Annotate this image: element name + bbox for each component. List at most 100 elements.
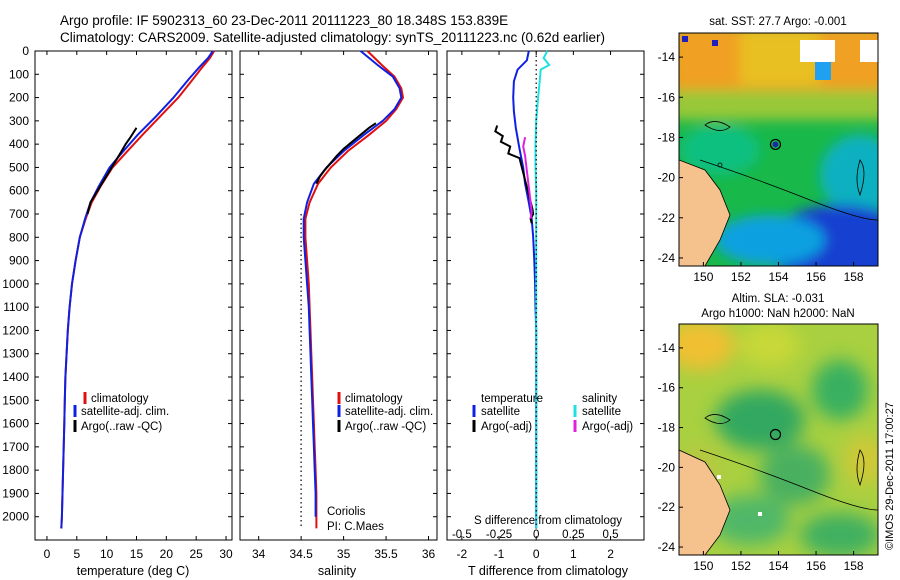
- sst-lon-tick-label: 158: [844, 270, 864, 284]
- diff-legend-t-argo-label: Argo(-adj): [481, 421, 532, 433]
- sla-lon-tick-label: 154: [768, 559, 788, 573]
- salinity-legend: climatology satellite-adj. clim. Argo(..…: [337, 392, 433, 433]
- difference-xtick-label: 1: [570, 547, 577, 561]
- sst-argo-position-marker: [769, 138, 782, 151]
- depth-tick-label: 1400: [2, 370, 29, 384]
- diff-legend-s-argo-label: Argo(-adj): [582, 421, 633, 433]
- sal-legend-argo-label: Argo(..raw -QC): [345, 421, 426, 433]
- depth-tick-label: 1800: [2, 463, 29, 477]
- depth-tick-label: 1100: [3, 300, 29, 314]
- data-centre-label: Coriolis: [327, 506, 366, 518]
- sal-legend-climatology-label: climatology: [345, 393, 403, 405]
- temperature-legend: climatology satellite-adj. clim. Argo(..…: [73, 392, 169, 433]
- temperature-series-1: [60, 50, 214, 529]
- temperature-xtick-label: 5: [73, 547, 80, 561]
- temperature-xtick-label: 10: [100, 547, 114, 561]
- difference-xtick-label: -2: [457, 547, 468, 561]
- sst-lon-tick-label: 150: [693, 270, 713, 284]
- difference-xtick-label: -1: [494, 547, 505, 561]
- diff-legend-salinity-title: salinity: [582, 393, 617, 405]
- sla-lat-tick-label: -24: [658, 540, 676, 554]
- temperature-xtick-label: 20: [160, 547, 174, 561]
- sla-lon-tick-label: 158: [844, 559, 864, 573]
- temperature-xtick-label: 15: [130, 547, 144, 561]
- depth-tick-label: 100: [9, 67, 29, 81]
- figure-title-line1: Argo profile: IF 5902313_60 23-Dec-2011 …: [60, 13, 508, 28]
- sst-lat-tick-label: -18: [658, 130, 676, 144]
- sst-argo-position-dot: [772, 141, 779, 148]
- sla-lat-tick-label: -22: [658, 500, 676, 514]
- salinity-panel: 34 34.5 35 35.5 36 salinity climatology sate…: [239, 50, 438, 578]
- sla-lat-tick-label: -14: [658, 341, 676, 355]
- depth-tick-label: 1700: [2, 440, 29, 454]
- depth-tick-label: 900: [9, 254, 29, 268]
- s-difference-tick-label: 0: [533, 529, 539, 541]
- sla-lon-tick-label: 156: [806, 559, 826, 573]
- difference-legend: temperature satellite Argo(-adj) salinit…: [472, 393, 633, 433]
- depth-tick-label: 200: [9, 91, 29, 105]
- sla-map-title-line2: Argo h1000: NaN h2000: NaN: [701, 308, 854, 320]
- depth-tick-label: 1600: [2, 417, 29, 431]
- depth-tick-label: 2000: [2, 510, 29, 524]
- salinity-series-2: [315, 122, 377, 185]
- depth-tick-label: 1200: [2, 323, 29, 337]
- s-difference-axis-label: S difference from climatology: [474, 515, 622, 527]
- difference-series-2: [534, 50, 551, 529]
- s-difference-tick-label: 0.5: [603, 529, 619, 541]
- difference-xtick-label: 0: [533, 547, 540, 561]
- temperature-axis-label: temperature (deg C): [77, 564, 190, 578]
- s-difference-tick-label: -0.25: [486, 529, 512, 541]
- sst-lon-tick-label: 156: [806, 270, 826, 284]
- diff-legend-t-satellite-label: satellite: [481, 406, 520, 418]
- difference-series-1: [494, 125, 535, 224]
- salinity-xtick-label: 35.5: [374, 547, 398, 561]
- depth-tick-label: 700: [9, 207, 29, 221]
- depth-tick-label: 1300: [2, 347, 29, 361]
- sla-map: Altim. SLA: -0.031 Argo h1000: NaN h2000…: [658, 293, 879, 573]
- temperature-series-2: [86, 127, 138, 215]
- salinity-plot-frame: [239, 50, 438, 541]
- sla-argo-position-marker: [769, 428, 782, 441]
- legend-satellite-label: satellite-adj. clim.: [81, 406, 169, 418]
- sla-lat-tick-label: -18: [658, 421, 676, 435]
- salinity-xtick-label: 36: [422, 547, 436, 561]
- sla-map-title-line1: Altim. SLA: -0.031: [732, 293, 825, 305]
- difference-series-3: [522, 136, 533, 219]
- depth-tick-label: 1000: [2, 277, 29, 291]
- t-difference-axis-label: T difference from climatology: [468, 564, 629, 578]
- depth-tick-label: 500: [9, 160, 29, 174]
- sst-lat-tick-label: -24: [658, 251, 676, 265]
- salinity-xtick-label: 35: [337, 547, 351, 561]
- figure-title-line2: Climatology: CARS2009. Satellite-adjuste…: [60, 30, 605, 45]
- sla-lon-tick-label: 150: [693, 559, 713, 573]
- depth-tick-label: 400: [9, 137, 29, 151]
- difference-panel: -2 -1 0 1 2 -0.5 -0.25 0 0.25 0.5 S difference f…: [446, 50, 645, 578]
- temperature-plot-frame: [34, 50, 233, 541]
- sst-lon-tick-label: 154: [768, 270, 788, 284]
- sst-lat-tick-label: -22: [658, 211, 676, 225]
- legend-climatology-label: climatology: [91, 393, 149, 405]
- sst-map-title: sat. SST: 27.7 Argo: -0.001: [709, 16, 846, 28]
- legend-argo-label: Argo(..raw -QC): [81, 421, 162, 433]
- sal-legend-satellite-label: satellite-adj. clim.: [345, 406, 433, 418]
- sla-lat-tick-label: -20: [658, 460, 676, 474]
- sst-lat-tick-label: -20: [658, 171, 676, 185]
- difference-plot-frame: [446, 50, 645, 541]
- sst-map: sat. SST: 27.7 Argo: -0.001: [658, 16, 879, 284]
- pi-label: PI: C.Maes: [327, 521, 384, 533]
- depth-tick-label: 600: [9, 184, 29, 198]
- temperature-xtick-label: 25: [190, 547, 204, 561]
- sst-lat-tick-label: -16: [658, 90, 676, 104]
- depth-tick-label: 300: [9, 114, 29, 128]
- copyright-credit: ©IMOS 29-Dec-2011 17:00:27: [884, 402, 896, 550]
- depth-tick-label: 0: [22, 44, 29, 58]
- s-difference-tick-label: -0.5: [452, 529, 472, 541]
- diff-legend-temperature-title: temperature: [481, 393, 543, 405]
- diff-legend-s-satellite-label: satellite: [582, 406, 621, 418]
- sst-lon-tick-label: 152: [731, 270, 751, 284]
- sla-lat-tick-label: -16: [658, 381, 676, 395]
- salinity-xtick-label: 34.5: [289, 547, 313, 561]
- sla-lon-tick-label: 152: [731, 559, 751, 573]
- sst-lat-tick-label: -14: [658, 50, 676, 64]
